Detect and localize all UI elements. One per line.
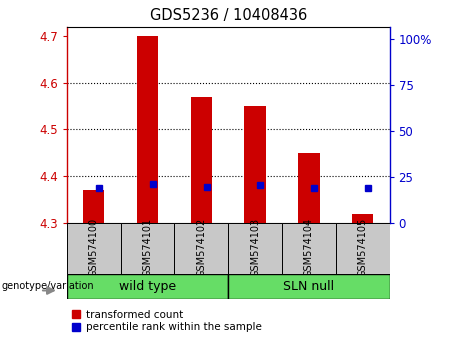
Bar <box>121 223 174 274</box>
Bar <box>67 223 121 274</box>
Bar <box>352 214 373 223</box>
Bar <box>336 223 390 274</box>
Text: GSM574104: GSM574104 <box>304 218 314 277</box>
Bar <box>228 223 282 274</box>
Bar <box>190 97 212 223</box>
Text: genotype/variation: genotype/variation <box>1 281 94 291</box>
Text: GSM574100: GSM574100 <box>89 218 99 277</box>
Text: SLN null: SLN null <box>284 280 334 293</box>
Text: GSM574103: GSM574103 <box>250 218 260 277</box>
Text: GSM574102: GSM574102 <box>196 218 207 277</box>
Text: GSM574105: GSM574105 <box>358 218 368 277</box>
Bar <box>298 153 319 223</box>
Bar <box>67 274 228 299</box>
Bar <box>137 36 158 223</box>
Title: GDS5236 / 10408436: GDS5236 / 10408436 <box>149 7 307 23</box>
Legend: transformed count, percentile rank within the sample: transformed count, percentile rank withi… <box>72 310 261 332</box>
Bar <box>282 223 336 274</box>
Bar <box>174 223 228 274</box>
Text: wild type: wild type <box>119 280 176 293</box>
Bar <box>244 106 266 223</box>
Bar <box>228 274 390 299</box>
Text: GSM574101: GSM574101 <box>142 218 153 277</box>
Bar <box>83 190 105 223</box>
